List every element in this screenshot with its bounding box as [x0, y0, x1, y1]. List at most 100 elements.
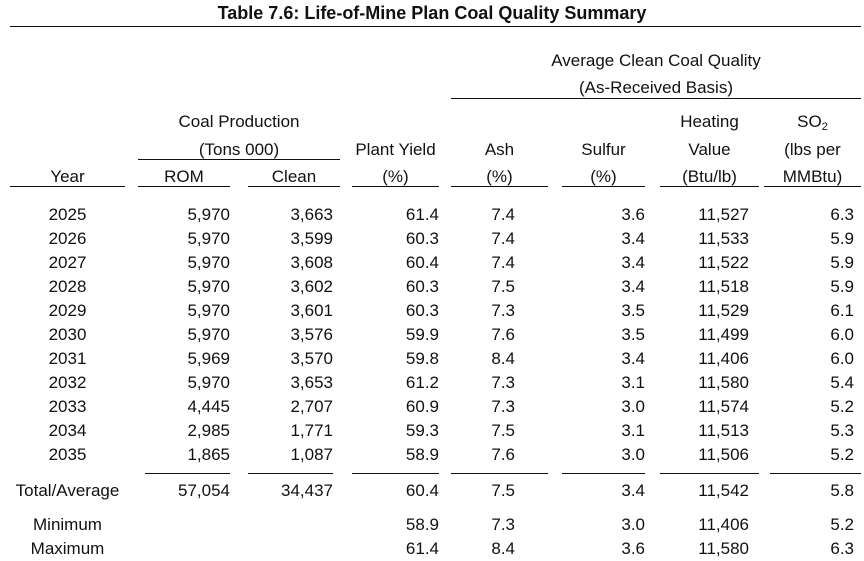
- year-cell: Maximum: [30, 539, 105, 558]
- sulfur-cell: 3.0: [621, 515, 645, 534]
- plant-yield-cell: 61.4: [405, 205, 439, 224]
- header-ash: Ash: [484, 140, 515, 159]
- clean-cell: 3,653: [290, 373, 333, 392]
- header-so2-unit: MMBtu): [782, 167, 843, 186]
- quality-group-basis: (As-Received Basis): [579, 78, 733, 97]
- rom-cell: 4,445: [187, 397, 230, 416]
- clean-cell: 3,608: [290, 253, 333, 272]
- header-heating-unit: (Btu/lb): [682, 167, 737, 186]
- title-rule: [10, 26, 861, 27]
- heating-cell: 11,406: [698, 349, 749, 368]
- production-group-rule: [138, 159, 340, 160]
- heating-cell: 11,542: [698, 481, 749, 500]
- header-plant-yield: Plant Yield: [355, 140, 436, 159]
- ash-cell: 7.5: [491, 421, 515, 440]
- so2-cell: 5.9: [830, 277, 854, 296]
- rom-cell: 5,970: [187, 325, 230, 344]
- rom-cell: 2,985: [187, 421, 230, 440]
- plant-yield-cell: 59.8: [405, 349, 439, 368]
- total-rule-ash: [451, 473, 548, 474]
- column-rule-ash: [451, 186, 548, 187]
- ash-cell: 8.4: [491, 349, 515, 368]
- ash-cell: 7.5: [491, 481, 515, 500]
- sulfur-cell: 3.1: [621, 421, 645, 440]
- heating-cell: 11,513: [698, 421, 749, 440]
- so2-cell: 6.1: [830, 301, 854, 320]
- total-rule-so2: [770, 473, 861, 474]
- rom-cell: 57,054: [178, 481, 230, 500]
- header-so2-base: SO: [797, 112, 822, 131]
- heating-cell: 11,580: [698, 373, 749, 392]
- plant-yield-cell: 58.9: [405, 515, 439, 534]
- ash-cell: 7.4: [491, 229, 515, 248]
- clean-cell: 2,707: [290, 397, 333, 416]
- year-cell: Minimum: [33, 515, 102, 534]
- plant-yield-cell: 59.3: [405, 421, 439, 440]
- total-rule-rom: [145, 473, 230, 474]
- sulfur-cell: 3.4: [621, 277, 645, 296]
- clean-cell: 1,771: [290, 421, 333, 440]
- sulfur-cell: 3.4: [621, 349, 645, 368]
- heating-cell: 11,506: [698, 445, 749, 464]
- clean-cell: 3,599: [290, 229, 333, 248]
- sulfur-cell: 3.1: [621, 373, 645, 392]
- year-cell: 2025: [48, 205, 87, 224]
- column-rule-sulfur: [562, 186, 645, 187]
- ash-cell: 7.3: [491, 515, 515, 534]
- table-title: Table 7.6: Life-of-Mine Plan Coal Qualit…: [217, 3, 647, 23]
- rom-cell: 5,970: [187, 253, 230, 272]
- clean-cell: 3,601: [290, 301, 333, 320]
- sulfur-cell: 3.4: [621, 253, 645, 272]
- heating-cell: 11,499: [698, 325, 749, 344]
- plant-yield-cell: 60.9: [405, 397, 439, 416]
- rom-cell: 5,970: [187, 229, 230, 248]
- sulfur-cell: 3.4: [621, 229, 645, 248]
- plant-yield-cell: 60.3: [405, 277, 439, 296]
- heating-cell: 11,533: [698, 229, 749, 248]
- so2-cell: 6.0: [830, 325, 854, 344]
- year-cell: 2030: [48, 325, 87, 344]
- so2-cell: 5.2: [830, 445, 854, 464]
- header-ash-unit: (%): [486, 167, 513, 186]
- clean-cell: 3,570: [290, 349, 333, 368]
- column-rule-clean: [248, 186, 340, 187]
- plant-yield-cell: 60.4: [405, 481, 439, 500]
- so2-cell: 6.3: [830, 205, 854, 224]
- header-sulfur: Sulfur: [581, 140, 626, 159]
- year-cell: 2034: [48, 421, 87, 440]
- total-rule-yield: [352, 473, 439, 474]
- plant-yield-cell: 60.3: [405, 301, 439, 320]
- year-cell: Total/Average: [15, 481, 120, 500]
- rom-cell: 5,970: [187, 277, 230, 296]
- ash-cell: 7.6: [491, 445, 515, 464]
- ash-cell: 8.4: [491, 539, 515, 558]
- plant-yield-cell: 58.9: [405, 445, 439, 464]
- year-cell: 2032: [48, 373, 87, 392]
- header-clean: Clean: [271, 167, 317, 186]
- heating-cell: 11,527: [698, 205, 749, 224]
- total-rule-heating: [660, 473, 759, 474]
- heating-cell: 11,580: [698, 539, 749, 558]
- rom-cell: 1,865: [187, 445, 230, 464]
- heating-cell: 11,529: [698, 301, 749, 320]
- header-rom: ROM: [164, 167, 204, 186]
- ash-cell: 7.3: [491, 397, 515, 416]
- plant-yield-cell: 60.3: [405, 229, 439, 248]
- column-rule-heating: [660, 186, 759, 187]
- rom-cell: 5,970: [187, 373, 230, 392]
- header-heating-value: Value: [688, 140, 731, 159]
- total-rule-clean: [248, 473, 333, 474]
- year-cell: 2033: [48, 397, 87, 416]
- column-rule-yield: [352, 186, 439, 187]
- header-sulfur-unit: (%): [590, 167, 617, 186]
- so2-cell: 5.8: [830, 481, 854, 500]
- year-cell: 2029: [48, 301, 87, 320]
- so2-cell: 6.3: [830, 539, 854, 558]
- ash-cell: 7.4: [491, 205, 515, 224]
- plant-yield-cell: 61.4: [405, 539, 439, 558]
- year-cell: 2028: [48, 277, 87, 296]
- column-rule-year: [10, 186, 125, 187]
- ash-cell: 7.3: [491, 373, 515, 392]
- year-cell: 2027: [48, 253, 87, 272]
- so2-cell: 6.0: [830, 349, 854, 368]
